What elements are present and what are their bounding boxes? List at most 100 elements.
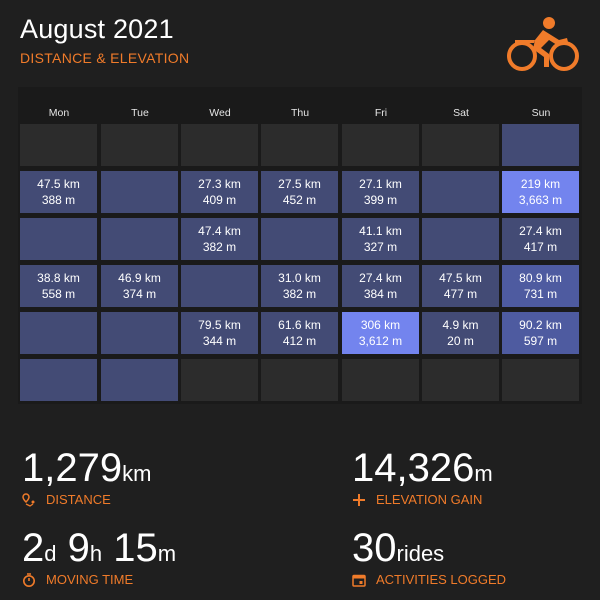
moving-time-hours-unit: h <box>89 541 103 566</box>
calendar-day-ride[interactable]: 47.5 km 477 m <box>422 265 499 307</box>
ride-distance: 61.6 km <box>278 318 321 332</box>
elevation-stat: 14,326m <box>352 448 493 494</box>
moving-time-minutes-unit: m <box>157 541 177 566</box>
ride-elevation: 20 m <box>447 334 474 348</box>
ride-distance: 47.5 km <box>37 177 80 191</box>
calendar-day-no-ride[interactable] <box>181 265 258 307</box>
page-subtitle: DISTANCE & ELEVATION <box>20 50 190 66</box>
ride-elevation: 3,663 m <box>518 193 563 207</box>
elevation-value: 14,326 <box>352 446 475 490</box>
ride-elevation: 597 m <box>523 334 558 348</box>
calendar-day-ride[interactable]: 27.3 km 409 m <box>181 171 258 213</box>
ride-distance: 41.1 km <box>359 224 402 238</box>
moving-time-label-row: MOVING TIME <box>22 572 133 587</box>
elevation-value-row: 14,326m <box>352 448 493 494</box>
calendar-day-outside-month <box>422 124 499 166</box>
activity-calendar: Mon Tue Wed Thu Fri Sat Sun 47.5 km 388 m 27.3 k… <box>18 87 582 404</box>
calendar-day-outside-month <box>181 359 258 401</box>
calendar-day-no-ride[interactable] <box>20 359 97 401</box>
moving-time-hours: 9 <box>67 526 90 570</box>
calendar-day-ride[interactable]: 219 km 3,663 m <box>502 171 579 213</box>
ride-distance: 47.5 km <box>439 271 482 285</box>
ride-distance: 27.4 km <box>359 271 402 285</box>
calendar-day-no-ride[interactable] <box>20 312 97 354</box>
moving-time-label: MOVING TIME <box>46 572 134 587</box>
calendar-day-ride[interactable]: 306 km 3,612 m <box>342 312 419 354</box>
moving-time-days: 2 <box>22 526 45 570</box>
route-pin-icon <box>22 492 35 507</box>
plus-icon <box>353 493 365 506</box>
weekday-mon: Mon <box>48 107 70 119</box>
calendar-day-outside-month <box>342 124 419 166</box>
calendar-day-outside-month <box>20 124 97 166</box>
calendar-day-no-ride[interactable] <box>101 171 178 213</box>
ride-elevation: 374 m <box>122 287 157 301</box>
calendar-day-no-ride[interactable] <box>101 218 178 260</box>
moving-time-minutes: 15 <box>113 526 158 570</box>
calendar-day-no-ride[interactable] <box>422 218 499 260</box>
moving-time-value-row: 2d 9h 15m <box>22 528 176 574</box>
calendar-day-ride[interactable]: 47.5 km 388 m <box>20 171 97 213</box>
ride-distance: 4.9 km <box>442 318 479 332</box>
calendar-day-outside-month <box>261 124 338 166</box>
ride-distance: 79.5 km <box>198 318 241 332</box>
elevation-unit: m <box>474 461 493 486</box>
activities-unit: rides <box>396 541 445 566</box>
ride-elevation: 477 m <box>443 287 478 301</box>
ride-elevation: 382 m <box>202 240 237 254</box>
elevation-label: ELEVATION GAIN <box>376 492 483 507</box>
weekday-wed: Wed <box>209 107 231 119</box>
calendar-day-ride[interactable]: 27.5 km 452 m <box>261 171 338 213</box>
distance-label-row: DISTANCE <box>22 492 111 507</box>
ride-distance: 306 km <box>360 318 401 332</box>
calendar-day-outside-month <box>422 359 499 401</box>
calendar-icon <box>352 574 366 587</box>
ride-elevation: 409 m <box>202 193 237 207</box>
calendar-day-no-ride[interactable] <box>422 171 499 213</box>
elevation-label-row: ELEVATION GAIN <box>352 492 482 507</box>
ride-elevation: 344 m <box>202 334 237 348</box>
calendar-day-ride[interactable]: 31.0 km 382 m <box>261 265 338 307</box>
activities-stat: 30rides <box>352 528 444 574</box>
calendar-day-no-ride[interactable] <box>20 218 97 260</box>
distance-unit: km <box>122 461 152 486</box>
calendar-day-no-ride[interactable] <box>101 359 178 401</box>
ride-elevation: 731 m <box>523 287 558 301</box>
calendar-day-ride[interactable]: 38.8 km 558 m <box>20 265 97 307</box>
weekday-sun: Sun <box>531 107 551 119</box>
calendar-day-no-ride[interactable] <box>261 218 338 260</box>
calendar-day-ride[interactable]: 47.4 km 382 m <box>181 218 258 260</box>
calendar-day-ride[interactable]: 46.9 km 374 m <box>101 265 178 307</box>
activities-label-row: ACTIVITIES LOGGED <box>352 572 506 587</box>
calendar-day-ride[interactable]: 79.5 km 344 m <box>181 312 258 354</box>
activities-value: 30 <box>352 526 397 570</box>
distance-stat: 1,279km <box>22 448 151 494</box>
calendar-day-outside-month <box>181 124 258 166</box>
distance-value-row: 1,279km <box>22 448 151 494</box>
ride-elevation: 388 m <box>41 193 76 207</box>
ride-elevation: 558 m <box>41 287 76 301</box>
calendar-day-outside-month <box>261 359 338 401</box>
calendar-day-ride[interactable]: 80.9 km 731 m <box>502 265 579 307</box>
calendar-day-outside-month <box>101 124 178 166</box>
calendar-day-no-ride[interactable] <box>502 124 579 166</box>
ride-distance: 31.0 km <box>278 271 321 285</box>
calendar-day-ride[interactable]: 61.6 km 412 m <box>261 312 338 354</box>
weekday-thu: Thu <box>290 107 310 119</box>
calendar-day-ride[interactable]: 27.1 km 399 m <box>342 171 419 213</box>
ride-elevation: 399 m <box>363 193 398 207</box>
weekday-header-row: Mon Tue Wed Thu Fri Sat Sun <box>18 107 582 121</box>
ride-distance: 90.2 km <box>519 318 562 332</box>
calendar-day-ride[interactable]: 4.9 km 20 m <box>422 312 499 354</box>
page-title: August 2021 <box>20 14 174 44</box>
ride-elevation: 384 m <box>363 287 398 301</box>
ride-elevation: 327 m <box>363 240 398 254</box>
calendar-day-no-ride[interactable] <box>101 312 178 354</box>
weekday-sat: Sat <box>453 107 469 119</box>
ride-distance: 27.1 km <box>359 177 402 191</box>
calendar-day-ride[interactable]: 27.4 km 384 m <box>342 265 419 307</box>
ride-distance: 27.5 km <box>278 177 321 191</box>
calendar-day-ride[interactable]: 41.1 km 327 m <box>342 218 419 260</box>
calendar-day-ride[interactable]: 27.4 km 417 m <box>502 218 579 260</box>
calendar-day-ride[interactable]: 90.2 km 597 m <box>502 312 579 354</box>
